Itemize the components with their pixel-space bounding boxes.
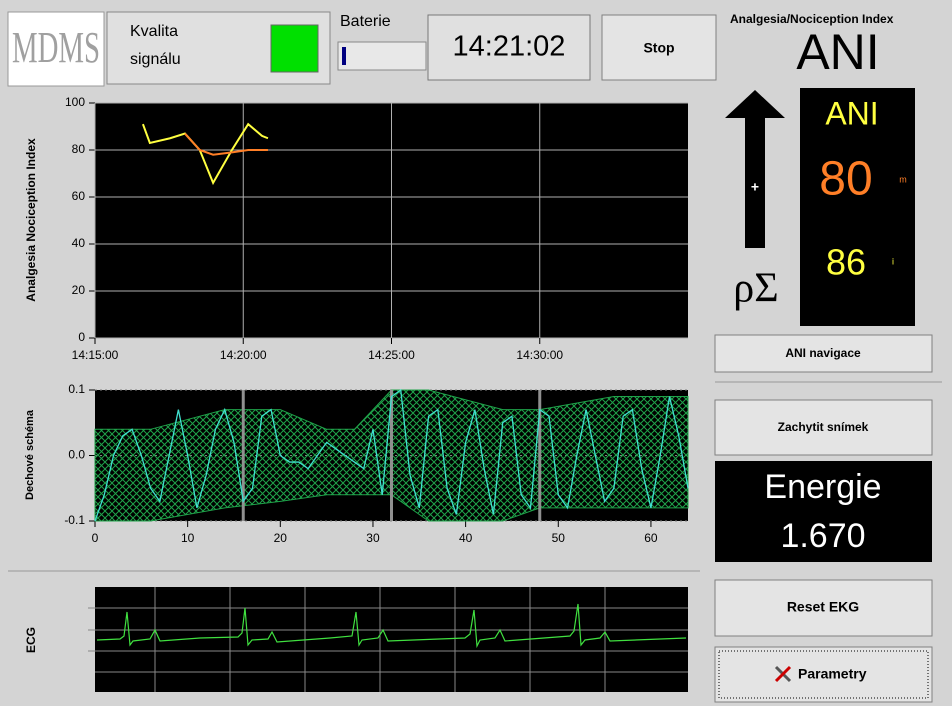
ani-mean-suffix: m (899, 174, 907, 184)
reset-ecg-label[interactable]: Reset EKG (787, 599, 859, 615)
y-tick-label: 100 (65, 95, 85, 109)
stop-button[interactable] (601, 14, 717, 81)
ani-navigation-label[interactable]: ANI navigace (785, 346, 861, 360)
ani-panel (800, 88, 915, 326)
arrow-sign: + (751, 179, 759, 195)
y-tick-label: 0.1 (68, 382, 85, 396)
tools-icon (774, 665, 792, 683)
capture-button[interactable] (714, 399, 933, 456)
ani-panel-title: ANI (825, 95, 878, 131)
ecg-label: ECG (24, 627, 38, 653)
energy-label: Energie (764, 468, 881, 506)
series-line (94, 388, 689, 522)
x-tick-label: 14:25:00 (368, 348, 415, 362)
signal-quality-label: signálu (130, 51, 181, 68)
y-tick-label: 80 (72, 142, 86, 156)
y-tick-label: 0.0 (68, 448, 85, 462)
parameters-button[interactable] (714, 646, 933, 703)
x-tick-label: 30 (366, 531, 380, 545)
x-tick-label: 20 (274, 531, 288, 545)
y-tick-label: 40 (72, 236, 86, 250)
y-tick-label: 20 (72, 283, 86, 297)
x-tick-label: 10 (181, 531, 195, 545)
y-tick-label: 60 (72, 189, 86, 203)
x-tick-label: 14:15:00 (72, 348, 119, 362)
symbol: ρΣ (733, 266, 778, 312)
battery-label: Baterie (340, 13, 391, 30)
trend-arrow (725, 90, 785, 248)
focus-outline (718, 650, 929, 699)
signal-quality-label: Kvalita (130, 23, 178, 40)
ecg-trace (96, 603, 687, 649)
y-tick-label: 0 (78, 330, 85, 344)
y-tick-label: -0.1 (64, 513, 85, 527)
x-tick-label: 14:30:00 (516, 348, 563, 362)
logo-box (7, 11, 105, 87)
battery-bar (337, 41, 427, 71)
capture-label[interactable]: Zachytit snímek (778, 420, 869, 434)
parameters-label[interactable]: Parametry (798, 666, 867, 682)
energy-value: 1.670 (780, 517, 865, 555)
signal-indicator (270, 24, 319, 73)
reset-ecg-button[interactable] (714, 579, 933, 637)
stop-button-label[interactable]: Stop (643, 40, 674, 56)
respiration-y-label: Dechové schéma (24, 409, 36, 500)
x-tick-label: 60 (644, 531, 658, 545)
index-short: ANI (796, 24, 879, 80)
clock-box (427, 14, 591, 81)
x-tick-label: 14:20:00 (220, 348, 267, 362)
x-tick-label: 0 (92, 531, 99, 545)
energy-box (715, 461, 932, 562)
ani-navigation-button[interactable] (714, 334, 933, 373)
x-tick-label: 40 (459, 531, 473, 545)
ecg-grid (88, 587, 688, 692)
index-title: Analgesia/Nociception Index (730, 12, 894, 26)
ani-instant: 86 (826, 242, 866, 283)
battery-level (342, 47, 346, 65)
series-line (184, 132, 268, 156)
ani-instant-suffix: i (892, 256, 894, 266)
x-tick-label: 50 (552, 531, 566, 545)
clock: 14:21:02 (453, 31, 566, 63)
series-line (141, 122, 269, 186)
ani-y-label: Analgesia Nociception Index (24, 138, 38, 302)
logo: MDMS (12, 23, 100, 72)
ani-mean: 80 (819, 153, 872, 206)
